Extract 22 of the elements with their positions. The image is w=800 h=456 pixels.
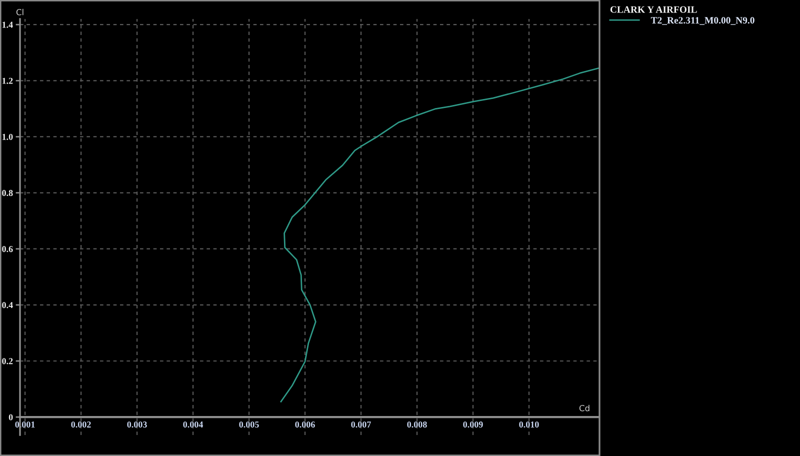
legend-title: CLARK Y AIRFOIL bbox=[610, 6, 697, 13]
y-tick-label: 1.2 bbox=[2, 78, 13, 84]
x-tick-label: 0.008 bbox=[407, 421, 427, 428]
x-tick-label: 0.010 bbox=[519, 421, 539, 428]
y-tick-label: 0.4 bbox=[2, 302, 13, 308]
x-tick-label: 0.002 bbox=[71, 421, 91, 428]
y-axis-title: Cl bbox=[16, 8, 24, 16]
x-axis-title: Cd bbox=[579, 404, 590, 412]
y-tick-label: 0.8 bbox=[2, 190, 13, 196]
y-tick-label: 0.2 bbox=[2, 358, 13, 364]
y-tick-label: 1.4 bbox=[2, 22, 13, 28]
x-tick-label: 0.003 bbox=[127, 421, 147, 428]
legend-label: T2_Re2.311_M0.00_N9.0 bbox=[650, 17, 754, 25]
y-tick-label: 0.6 bbox=[2, 246, 13, 252]
x-tick-label: 0.006 bbox=[295, 421, 315, 428]
y-tick-label: 1.0 bbox=[2, 134, 13, 140]
y-tick-label: 0 bbox=[8, 414, 13, 420]
x-tick-label: 0.009 bbox=[463, 421, 483, 428]
x-tick-label: 0.005 bbox=[239, 421, 259, 428]
x-tick-label: 0.004 bbox=[183, 421, 204, 428]
line-series bbox=[280, 67, 599, 402]
x-tick-label: 0.007 bbox=[351, 421, 371, 428]
